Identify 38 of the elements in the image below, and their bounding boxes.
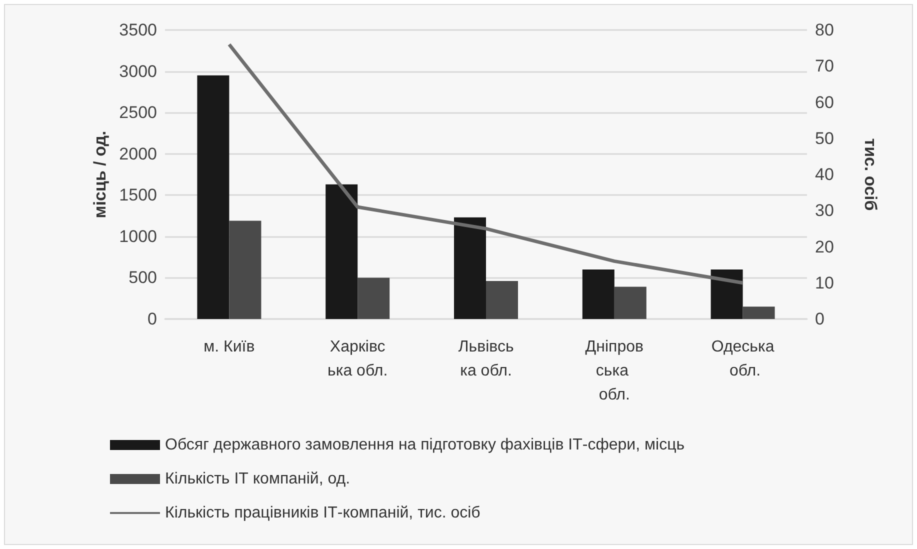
bar bbox=[710, 269, 743, 319]
x-tick-label: Одеська обл. bbox=[711, 338, 774, 380]
y2-axis-title: тис. осіб bbox=[861, 138, 880, 211]
y2-tick-label: 10 bbox=[815, 273, 834, 292]
line-series bbox=[227, 42, 745, 285]
x-tick-label: м. Київ bbox=[204, 338, 255, 356]
bar bbox=[326, 184, 358, 319]
y-tick-label: 3000 bbox=[119, 62, 157, 81]
bar bbox=[229, 220, 262, 319]
y2-tick-label: 30 bbox=[815, 201, 834, 220]
y2-tick-label: 20 bbox=[815, 237, 834, 256]
legend-label: Кількість ІТ компаній, од. bbox=[165, 470, 350, 488]
y-tick-label: 500 bbox=[128, 268, 157, 288]
y2-tick-label: 70 bbox=[815, 56, 834, 76]
bar bbox=[486, 281, 518, 319]
y2-tick-label: 80 bbox=[815, 20, 834, 40]
legend-label: Обсяг державного замовлення на підготовку фахівців ІТ-сфери, місць bbox=[165, 436, 685, 454]
y-tick-label: 2500 bbox=[119, 103, 157, 122]
y-tick-label: 3500 bbox=[119, 20, 157, 40]
y-axis-title: місць / од. bbox=[90, 130, 110, 218]
y2-tick-label: 0 bbox=[815, 310, 824, 328]
y-tick-label: 1000 bbox=[119, 226, 157, 246]
y2-tick-label: 60 bbox=[815, 92, 834, 112]
y-tick-label: 1500 bbox=[119, 186, 157, 205]
bar bbox=[614, 286, 646, 319]
bar bbox=[454, 217, 486, 319]
bar bbox=[582, 269, 614, 319]
y-tick-label: 0 bbox=[148, 310, 157, 328]
y2-tick-label: 50 bbox=[815, 128, 834, 148]
bar bbox=[358, 278, 390, 319]
y2-tick-label: 40 bbox=[815, 165, 834, 184]
bar bbox=[742, 306, 775, 319]
x-tick-label: Дніпровська обл. bbox=[585, 338, 644, 404]
x-tick-label: Львівська обл. bbox=[458, 338, 514, 380]
y-tick-label: 2000 bbox=[119, 144, 157, 164]
legend-label: Кількість працівників ІТ-компаній, тис. осіб bbox=[165, 504, 480, 522]
x-tick-label: Харківська обл. bbox=[328, 338, 388, 380]
bar bbox=[197, 75, 230, 319]
